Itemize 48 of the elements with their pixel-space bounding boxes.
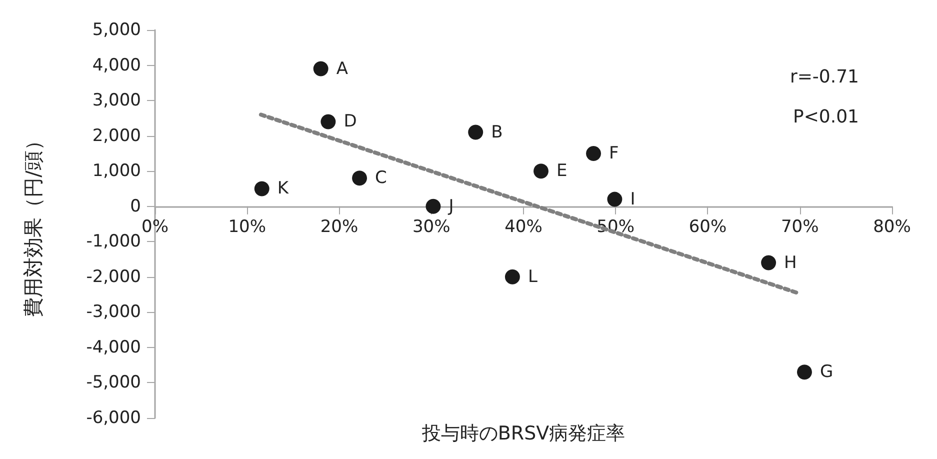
x-tick-label: 80% [873, 216, 911, 237]
data-label: J [448, 196, 454, 216]
point [313, 61, 328, 76]
x-tick-label: 30% [412, 216, 450, 237]
point [352, 170, 368, 186]
y-tick-label: -2,000 [86, 266, 141, 287]
point [586, 146, 602, 161]
point [796, 364, 812, 380]
point [761, 255, 776, 270]
y-tick-label: -6,000 [86, 408, 141, 428]
y-axis-title: 費用対効果（円/頭） [21, 130, 45, 318]
x-tick-label: 40% [504, 216, 542, 237]
point [320, 114, 336, 130]
y-tick-label: -3,000 [86, 302, 141, 322]
point [607, 192, 622, 207]
data-label: F [609, 143, 619, 164]
y-tick-label: -5,000 [86, 372, 141, 393]
annotation: r=-0.71 [790, 66, 860, 88]
data-label: I [630, 189, 636, 210]
y-tick-label: 5,000 [92, 20, 141, 40]
point [504, 269, 520, 284]
y-tick-label: 3,000 [92, 90, 141, 111]
x-tick-label: 10% [228, 216, 266, 237]
data-label: E [556, 161, 568, 182]
x-axis-title: 投与時のBRSV病発症率 [420, 422, 626, 444]
data-label: D [344, 112, 357, 132]
point [468, 124, 484, 140]
x-tick-label: 20% [320, 216, 358, 237]
data-label: L [528, 266, 538, 287]
data-label: B [491, 122, 503, 142]
x-tick-label: 70% [780, 216, 819, 237]
point [534, 164, 549, 179]
y-tick-label: 4,000 [92, 55, 141, 76]
data-label: A [336, 58, 348, 79]
data-label: C [375, 168, 387, 188]
y-tick-label: -4,000 [86, 337, 141, 358]
point [254, 181, 270, 196]
y-tick-label: 2,000 [92, 126, 141, 146]
annotation: P<0.01 [792, 106, 859, 128]
x-tick-label: 0% [142, 216, 168, 237]
x-tick-label: 60% [688, 216, 727, 237]
data-label: G [820, 362, 834, 382]
data-label: K [277, 178, 290, 199]
y-tick-label: 0 [130, 196, 141, 216]
point [426, 198, 441, 214]
y-tick-label: -1,000 [86, 232, 141, 252]
y-tick-label: 1,000 [92, 161, 141, 182]
data-label: H [784, 252, 797, 273]
